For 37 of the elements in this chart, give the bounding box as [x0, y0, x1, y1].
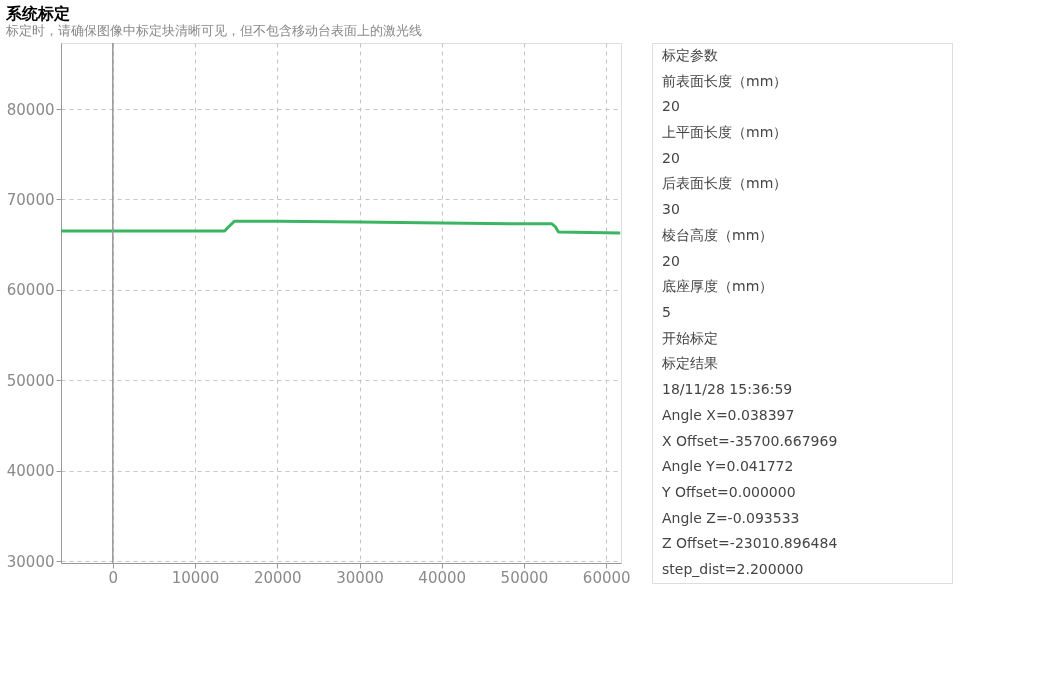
y-tick-label: 40000 [6, 462, 55, 481]
text: 20 [662, 98, 680, 115]
y-tick-label: 60000 [6, 281, 55, 300]
text: 前表面长度（mm） [662, 72, 788, 89]
y-tick-label: 50000 [6, 371, 55, 390]
text: 20 [662, 252, 680, 269]
chart-title: 系统标定 [4, 3, 70, 23]
y-tick-label: 70000 [6, 190, 55, 209]
text: 5 [662, 304, 671, 320]
x-tick-label: 10000 [171, 568, 220, 587]
x-tick-label: 40000 [418, 568, 467, 587]
x-tick-label: 60000 [582, 568, 631, 587]
text: Angle Y=0.041772 [662, 458, 794, 475]
text: X Offset=-35700.667969 [662, 432, 838, 449]
x-tick-label: 0 [108, 568, 119, 587]
line-series [61, 219, 621, 235]
text: 上平面长度（mm） [662, 124, 788, 140]
text: Angle X=0.038397 [662, 406, 795, 423]
text: 棱台高度（mm） [662, 226, 774, 243]
x-tick-label: 20000 [253, 568, 302, 587]
text: Angle Z=-0.093533 [662, 509, 800, 526]
text: 后表面长度（mm） [662, 175, 788, 192]
text: Z Offset=-23010.896484 [662, 535, 838, 552]
text: step_dist=2.200000 [662, 561, 804, 578]
x-tick-label: 50000 [500, 568, 549, 587]
text: 开始标定 [662, 329, 718, 346]
x-tick-label: 30000 [336, 568, 384, 587]
text: Y Offset=0.000000 [661, 484, 796, 500]
text: 30 [662, 201, 680, 218]
text: 底座厚度（mm） [662, 278, 774, 295]
chart-subtitle: 标定时，请确保图像中标定块清晰可见，但不包含移动台表面上的激光线 [4, 22, 422, 38]
y-tick-label: 80000 [6, 100, 55, 119]
y-tick-label: 30000 [6, 552, 55, 571]
text: 标定结果 [661, 355, 718, 372]
text: 18/11/28 15:36:59 [662, 381, 793, 398]
text: 20 [662, 149, 680, 166]
text: 标定参数 [661, 46, 718, 63]
